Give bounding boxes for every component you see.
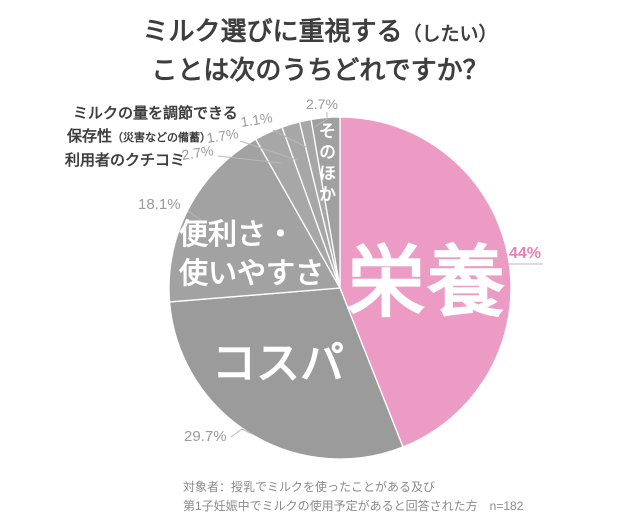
chart-title-line1-main: ミルク選びに重視する (142, 16, 403, 46)
chart-title-line1-paren: （したい） (402, 24, 498, 45)
slice-label-convenience-line1: 便利さ・ (179, 219, 296, 251)
category-label-reviews: 利用者のクチコミ (65, 152, 186, 169)
slice-label-convenience-line2: 使いやすさ (179, 258, 325, 290)
chart-title: ミルク選びに重視する（したい） ことは次のうちどれですか？ (0, 14, 640, 87)
leader-line-3 (217, 155, 282, 164)
footnote-line2: 第1子妊娠中でミルクの使用予定があると回答された方 n=182 (183, 499, 524, 513)
chart-title-line1: ミルク選びに重視する（したい） (0, 14, 640, 52)
leader-line-0 (314, 112, 328, 128)
slice-label-nutrition: 栄養 (347, 238, 508, 326)
percent-label-convenience: 18.1% (138, 196, 181, 213)
slice-label-convenience: 便利さ・ 使いやすさ (179, 216, 324, 294)
percent-label-nutrition: 44% (509, 245, 542, 262)
slice-label-cospa: コスパ (212, 339, 344, 388)
chart-title-line2: ことは次のうちどれですか？ (151, 55, 489, 85)
footnote-line1: 対象者：授乳でミルクを使ったことがある及び (183, 480, 436, 494)
pie-slice-0 (339, 116, 512, 448)
pie-slice-6 (310, 116, 341, 289)
footnote: 対象者：授乳でミルクを使ったことがある及び 第1子妊娠中でミルクの使用予定がある… (183, 478, 523, 516)
leader-line-2 (239, 140, 298, 161)
pie-slice-2 (168, 138, 341, 303)
percent-label-cospa: 29.7% (184, 428, 227, 445)
leader-line-4 (187, 210, 203, 222)
category-label-storage: 保存性（災害などの備蓄） (67, 125, 211, 146)
slice-label-other: そのほか (316, 122, 335, 206)
percent-label-other: 2.7% (306, 96, 338, 112)
leader-line-6 (230, 428, 253, 438)
category-label-storage-main: 保存性 (67, 128, 113, 145)
category-label-adjust-amount: ミルクの量を調節できる (73, 105, 238, 122)
category-label-storage-paren: （災害などの備蓄） (112, 132, 212, 144)
leader-line-1 (272, 129, 307, 148)
